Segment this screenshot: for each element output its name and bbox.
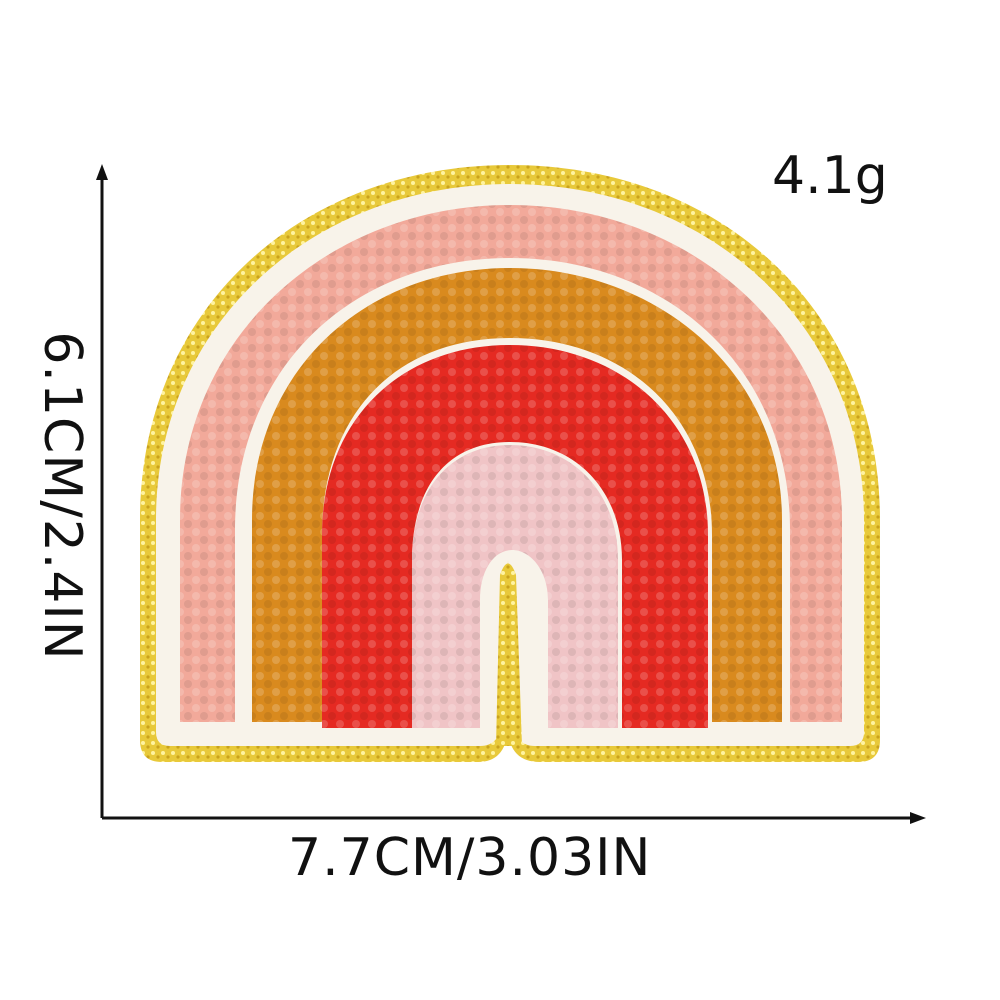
right-arrow-icon bbox=[910, 812, 926, 824]
horizontal-axis bbox=[102, 812, 926, 824]
patch-slot bbox=[496, 563, 522, 746]
weight-label: 4.1g bbox=[772, 146, 888, 206]
height-label: 6.1CM/2.4IN bbox=[32, 331, 92, 661]
rainbow-patch-icon bbox=[140, 165, 880, 762]
vertical-axis bbox=[96, 164, 108, 818]
up-arrow-icon bbox=[96, 164, 108, 180]
width-label: 7.7CM/3.03IN bbox=[288, 828, 652, 888]
